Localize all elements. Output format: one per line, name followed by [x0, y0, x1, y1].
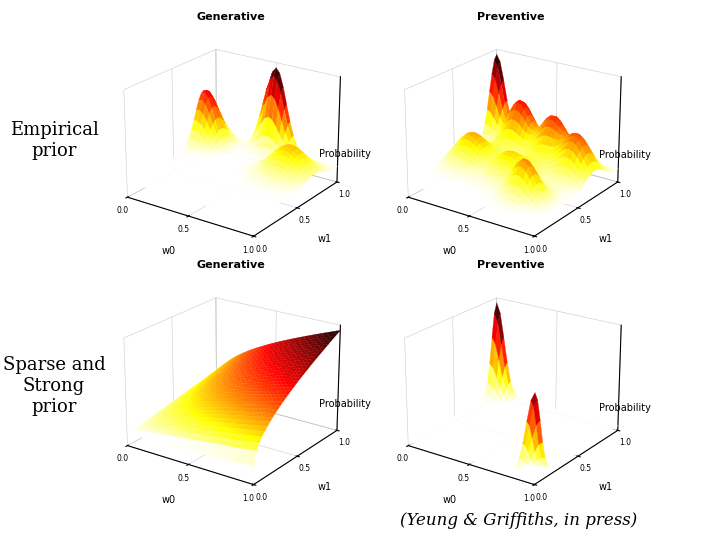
X-axis label: w0: w0	[442, 246, 456, 256]
Y-axis label: w1: w1	[318, 234, 332, 244]
Text: Empirical
prior: Empirical prior	[9, 121, 99, 160]
Title: Generative: Generative	[196, 260, 265, 270]
Title: Preventive: Preventive	[477, 11, 545, 22]
X-axis label: w0: w0	[161, 495, 176, 504]
Text: (Yeung & Griffiths, in press): (Yeung & Griffiths, in press)	[400, 512, 637, 529]
X-axis label: w0: w0	[442, 495, 456, 504]
Title: Preventive: Preventive	[477, 260, 545, 270]
Y-axis label: w1: w1	[318, 482, 332, 492]
Y-axis label: w1: w1	[598, 234, 613, 244]
Y-axis label: w1: w1	[598, 482, 613, 492]
X-axis label: w0: w0	[161, 246, 176, 256]
Title: Generative: Generative	[196, 11, 265, 22]
Text: Sparse and
Strong
prior: Sparse and Strong prior	[3, 356, 105, 416]
